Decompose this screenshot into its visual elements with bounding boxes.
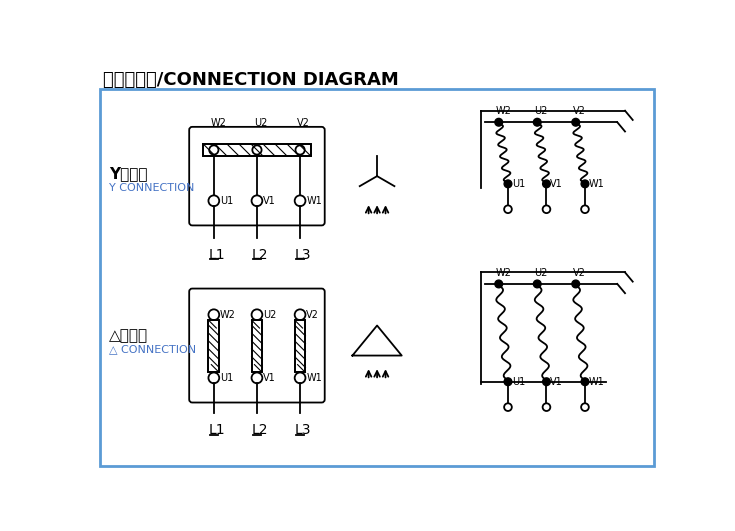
Text: L1: L1 (209, 248, 225, 262)
Text: L3: L3 (295, 423, 311, 436)
Text: V1: V1 (551, 179, 563, 189)
Text: W2: W2 (495, 268, 512, 278)
Text: L2: L2 (251, 248, 268, 262)
Circle shape (581, 378, 589, 386)
Text: W1: W1 (589, 376, 605, 387)
FancyBboxPatch shape (189, 288, 325, 402)
Circle shape (534, 118, 541, 126)
Text: U2: U2 (534, 106, 548, 116)
Text: W2: W2 (495, 106, 512, 116)
Circle shape (495, 280, 503, 288)
Bar (209, 320, 219, 372)
Circle shape (504, 378, 512, 386)
Text: 接线示意图/CONNECTION DIAGRAM: 接线示意图/CONNECTION DIAGRAM (103, 72, 398, 89)
Text: W2: W2 (220, 310, 236, 320)
Bar (251, 320, 262, 372)
Bar (295, 320, 306, 372)
Text: V1: V1 (551, 376, 563, 387)
Circle shape (542, 378, 551, 386)
Text: Y CONNECTION: Y CONNECTION (109, 183, 195, 193)
Text: L3: L3 (295, 248, 311, 262)
Text: U1: U1 (512, 179, 525, 189)
Text: V2: V2 (297, 118, 310, 129)
Text: U2: U2 (254, 118, 268, 129)
Text: V2: V2 (573, 268, 586, 278)
FancyBboxPatch shape (189, 127, 325, 226)
Circle shape (495, 118, 503, 126)
FancyBboxPatch shape (100, 89, 653, 466)
Circle shape (504, 180, 512, 187)
Text: U2: U2 (534, 268, 548, 278)
Text: U1: U1 (220, 196, 233, 206)
Text: U1: U1 (512, 376, 525, 387)
Text: W1: W1 (306, 196, 322, 206)
Text: △形接法: △形接法 (109, 328, 148, 343)
Circle shape (542, 180, 551, 187)
Text: L1: L1 (209, 423, 225, 436)
Circle shape (534, 280, 541, 288)
Bar (251, 320, 262, 372)
Circle shape (581, 180, 589, 187)
Circle shape (572, 118, 580, 126)
Bar (209, 320, 219, 372)
Bar (203, 144, 311, 156)
Text: W1: W1 (306, 373, 322, 383)
Text: L2: L2 (251, 423, 268, 436)
Circle shape (572, 280, 580, 288)
Text: △ CONNECTION: △ CONNECTION (109, 345, 196, 354)
Text: U1: U1 (220, 373, 233, 383)
Text: V1: V1 (263, 196, 276, 206)
Bar (203, 144, 311, 156)
Text: V2: V2 (573, 106, 586, 116)
Text: Y形接法: Y形接法 (109, 166, 148, 181)
Text: U2: U2 (263, 310, 276, 320)
Text: V1: V1 (263, 373, 276, 383)
Text: V2: V2 (306, 310, 319, 320)
Bar (295, 320, 306, 372)
Text: W2: W2 (211, 118, 226, 129)
Text: W1: W1 (589, 179, 605, 189)
